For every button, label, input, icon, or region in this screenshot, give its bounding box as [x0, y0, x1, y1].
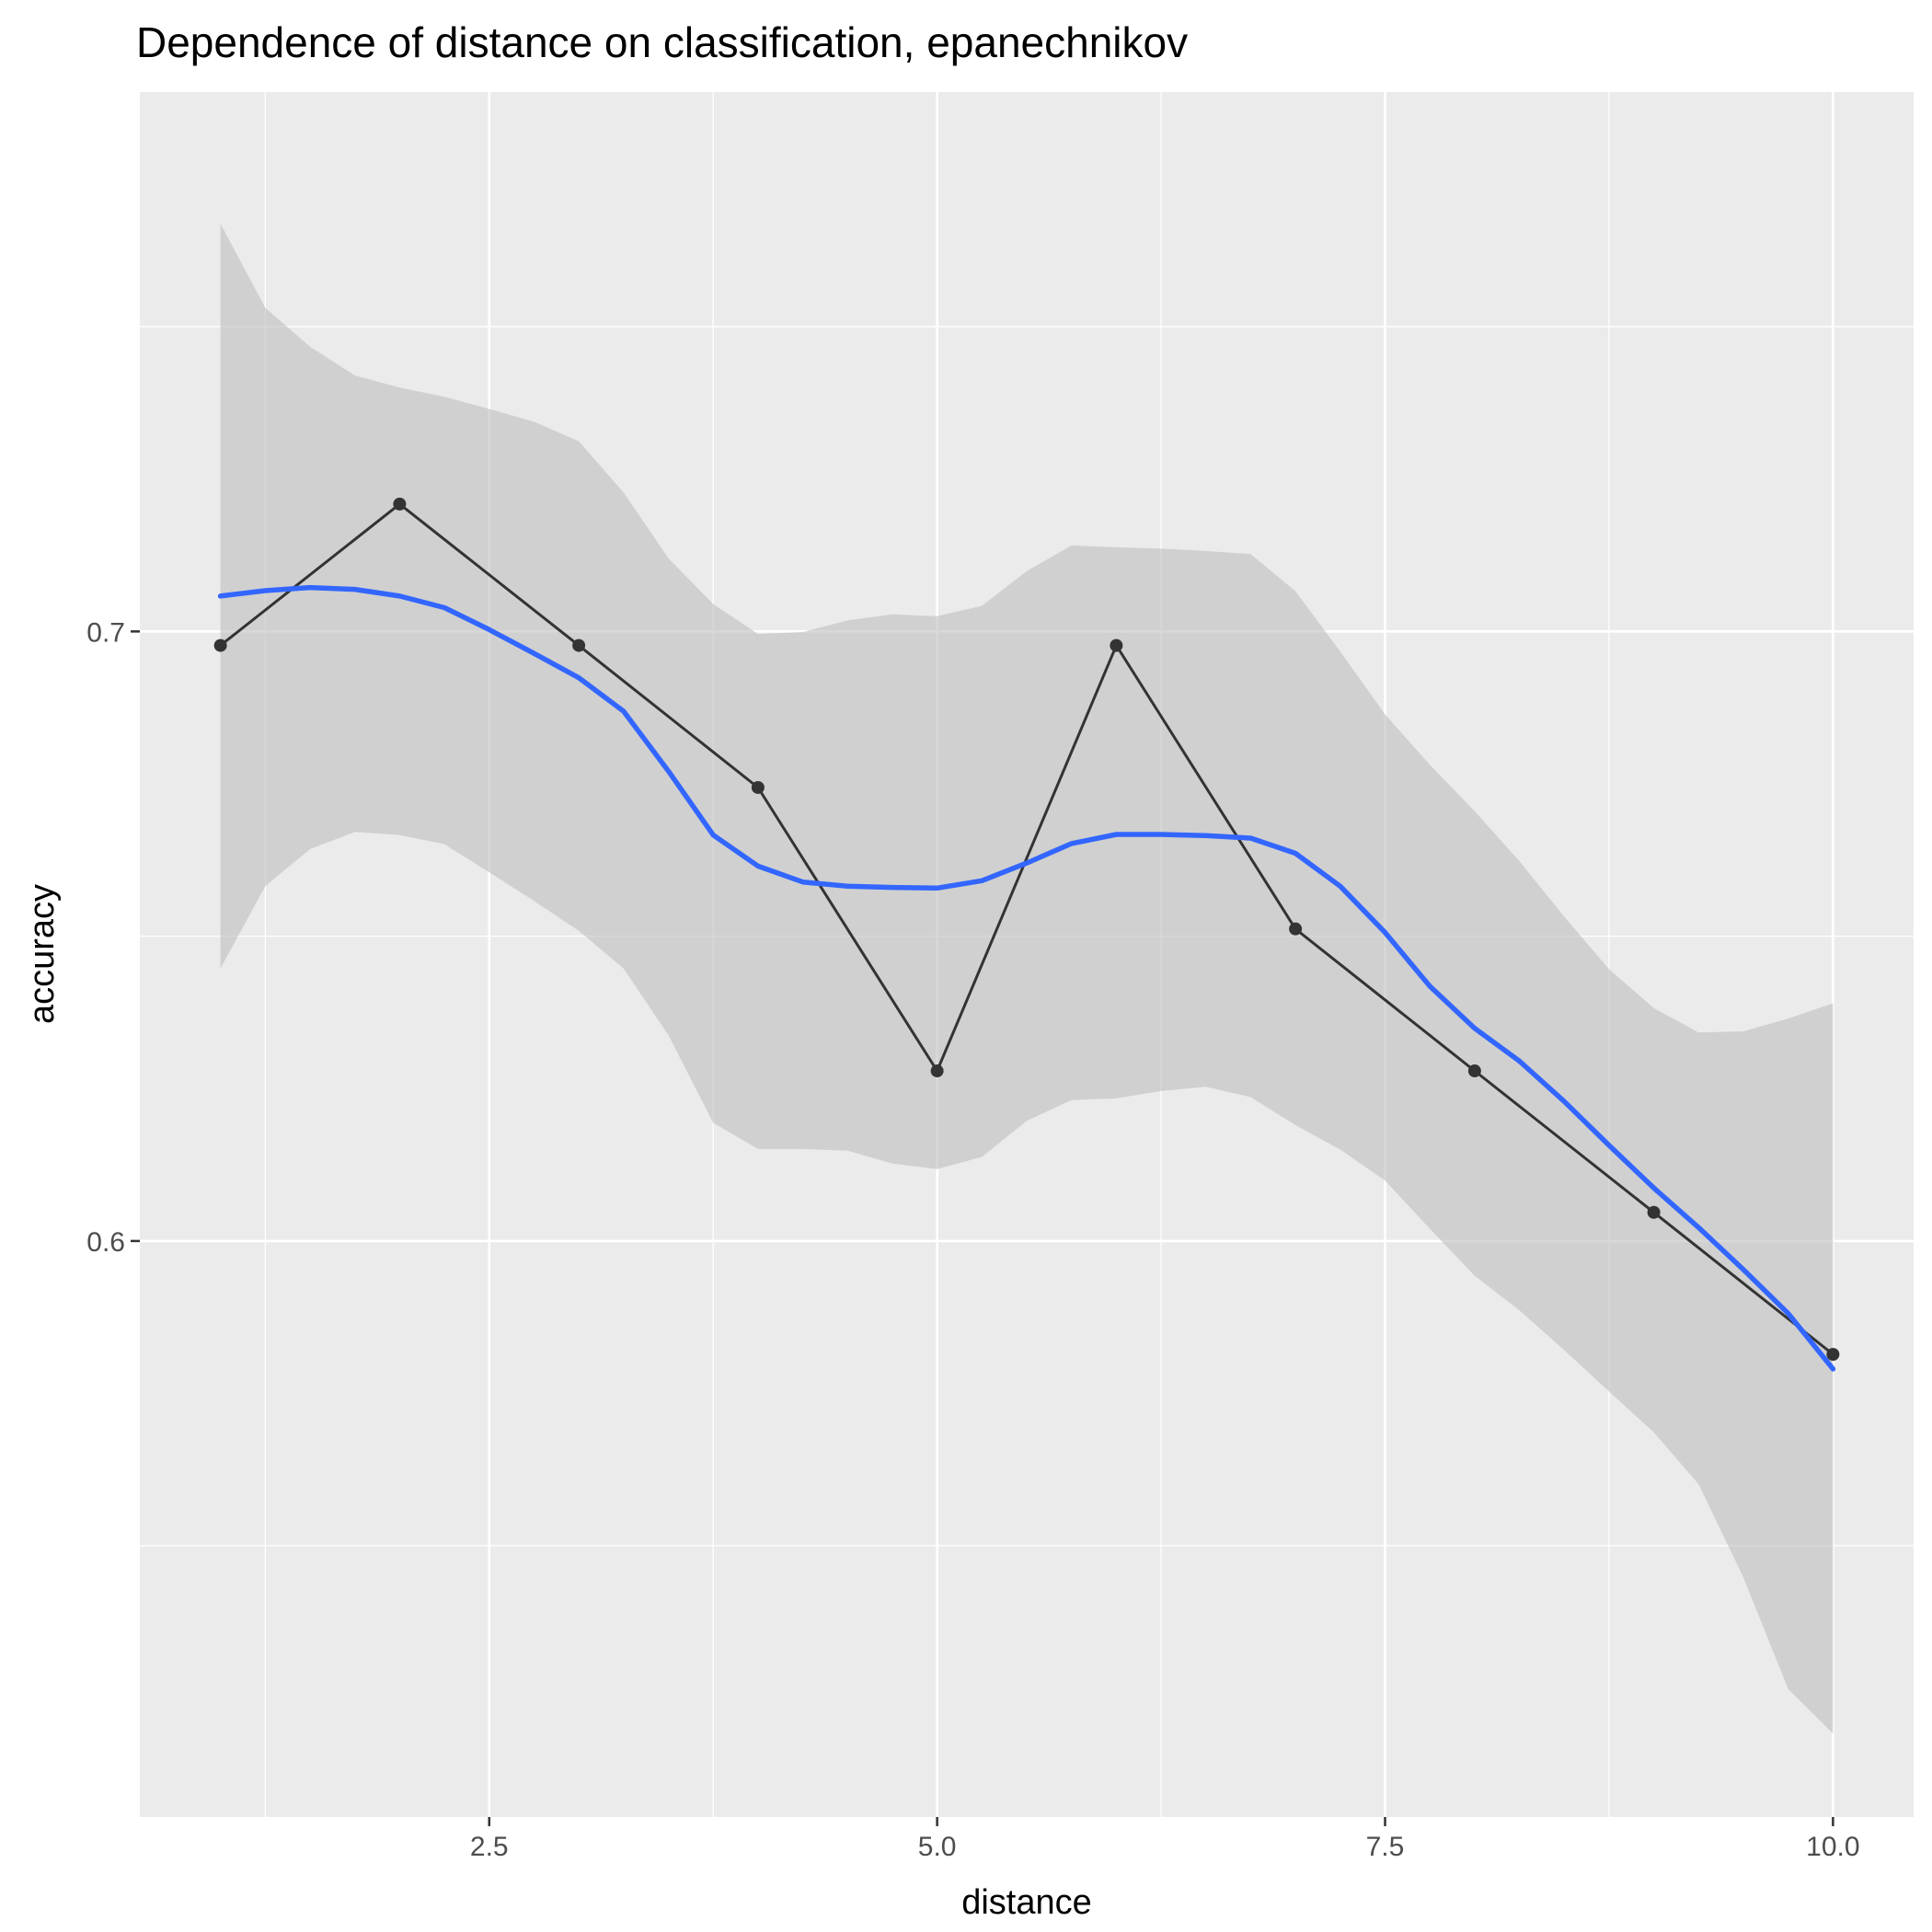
data-point	[393, 497, 407, 511]
y-axis-title: accuracy	[23, 884, 62, 1024]
y-tick-label: 0.6	[86, 1227, 125, 1258]
x-tick-label: 5.0	[918, 1832, 957, 1862]
y-tick-label: 0.7	[86, 617, 125, 648]
data-point	[572, 638, 586, 652]
data-point	[1467, 1064, 1481, 1078]
x-tick-label: 10.0	[1806, 1832, 1859, 1862]
x-tick-label: 2.5	[470, 1832, 509, 1862]
smooth-fit-line	[217, 584, 1836, 1372]
confidence-band	[220, 224, 1834, 1734]
series-points	[213, 497, 1840, 1362]
y-axis: 0.6 0.7	[86, 617, 140, 1258]
data-point	[1826, 1348, 1840, 1362]
chart-title: Dependence of distance on classification…	[136, 18, 1188, 66]
data-point	[213, 638, 227, 652]
x-axis: 2.5 5.0 7.5 10.0	[470, 1817, 1860, 1862]
series-line	[219, 501, 1834, 1356]
x-tick-label: 7.5	[1366, 1832, 1405, 1862]
x-axis-title: distance	[961, 1883, 1092, 1922]
data-point	[1289, 922, 1303, 936]
data-point	[930, 1064, 944, 1078]
data-point	[1647, 1205, 1661, 1219]
data-point	[1110, 638, 1123, 652]
data-point	[751, 780, 765, 794]
